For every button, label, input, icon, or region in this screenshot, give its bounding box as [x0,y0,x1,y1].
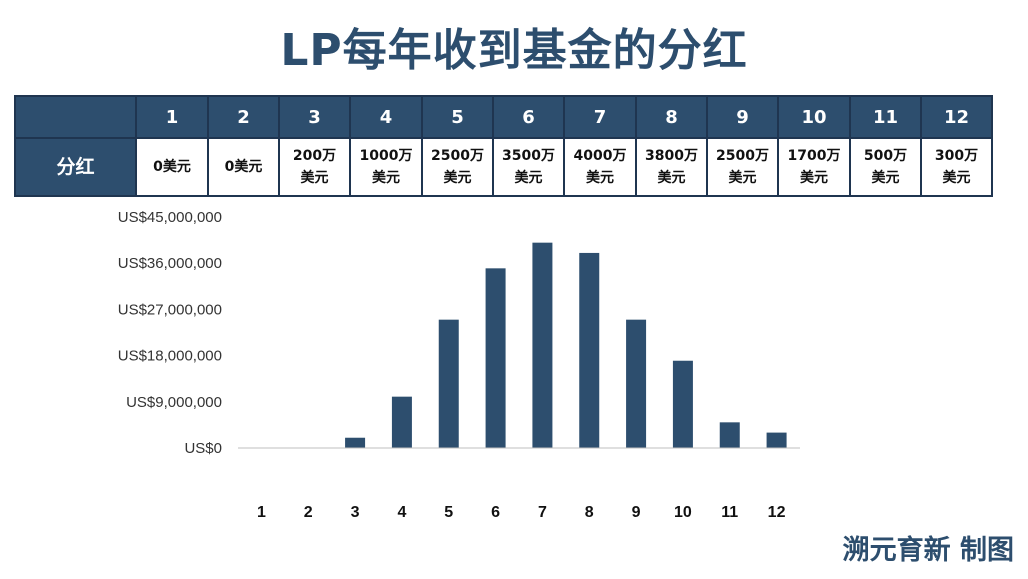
x-tick-label: 7 [538,504,547,521]
dividend-row: 分红 0美元 0美元 200万 美元 1000万 美元 2500万 美元 3500万美… [14,137,993,197]
year-cell: 10 [777,95,851,139]
bar [672,360,693,448]
bar [766,432,787,448]
year-cell: 9 [706,95,779,139]
y-tick-label: US$0 [184,440,222,457]
year-cell: 2 [207,95,280,139]
page-title: LP每年收到基金的分红 [280,25,748,76]
y-tick-label: US$9,000,000 [126,394,222,411]
bar [579,252,600,448]
year-cell: 8 [635,95,708,139]
dividend-table: 1 2 3 4 5 6 7 8 9 10 11 12 分红 0美元 0美元 20… [14,95,993,197]
year-cell: 11 [849,95,922,139]
x-tick-label: 10 [674,504,692,521]
amount-cell: 500万 美元 [849,137,922,197]
bar [532,242,553,448]
x-tick-label: 8 [585,504,594,521]
year-cell: 6 [492,95,565,139]
bar [438,319,459,448]
year-cell: 12 [920,95,993,139]
table-corner-cell [14,95,137,139]
amount-cell: 3500万 美元 [492,137,565,197]
year-cell: 4 [349,95,423,139]
credit-label: 溯元育新 制图 [842,535,1014,566]
amount-cell: 2500万 美元 [706,137,779,197]
dividend-row-label: 分红 [14,137,137,197]
x-tick-label: 5 [444,504,453,521]
x-tick-label: 1 [257,504,266,521]
x-tick-label: 2 [304,504,313,521]
amount-cell: 1700万 美元 [777,137,851,197]
x-tick-label: 4 [397,504,406,521]
y-tick-label: US$27,000,000 [118,301,222,318]
amount-cell: 2500万 美元 [421,137,494,197]
amount-cell: 4000万 美元 [563,137,637,197]
amount-cell: 300万 美元 [920,137,993,197]
amount-cell: 1000万 美元 [349,137,423,197]
amount-cell: 200万 美元 [278,137,351,197]
amount-cell: 3800万 美元 [635,137,708,197]
x-tick-label: 9 [632,504,641,521]
bar [626,319,647,448]
year-cell: 7 [563,95,637,139]
dividend-bar-chart: US$0 US$9,000,000 US$18,000,000 US$27,000,0… [118,209,800,521]
year-header-row: 1 2 3 4 5 6 7 8 9 10 11 12 [14,95,993,139]
bar [485,268,506,448]
amount-cell: 0美元 [207,137,280,197]
y-tick-label: US$45,000,000 [118,209,222,226]
x-tick-label: 6 [491,504,500,521]
year-cell: 3 [278,95,351,139]
year-cell: 1 [135,95,209,139]
y-tick-label: US$18,000,000 [118,348,222,365]
x-tick-label: 3 [351,504,360,521]
bar [391,396,412,448]
year-cell: 5 [421,95,494,139]
bar [719,422,740,448]
y-tick-label: US$36,000,000 [118,255,222,272]
x-tick-label: 12 [768,504,786,521]
amount-cell: 0美元 [135,137,209,197]
bar [345,437,366,448]
x-tick-label: 11 [721,504,738,521]
